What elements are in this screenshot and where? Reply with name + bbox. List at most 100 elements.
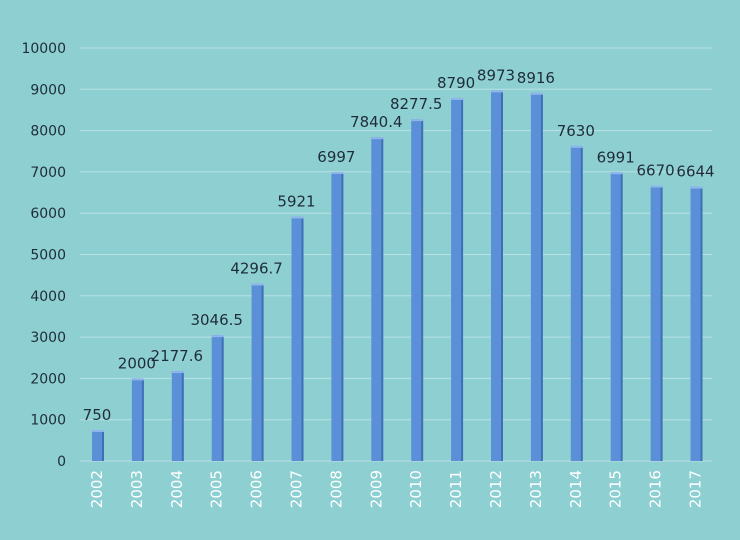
bar-side: [500, 91, 503, 461]
bar-face: [570, 145, 581, 462]
bar-top: [251, 283, 264, 286]
x-tick-label: 2004: [168, 470, 186, 508]
bar-top: [92, 430, 104, 433]
y-tick-label: 5000: [30, 248, 66, 264]
data-label: 7840.4: [350, 113, 403, 131]
bar-top: [491, 90, 503, 93]
bar-face: [211, 335, 222, 461]
y-tick-label: 6000: [30, 206, 66, 222]
data-label: 6997: [317, 148, 355, 166]
bar: [171, 371, 184, 461]
bar-top: [530, 92, 543, 95]
y-tick-label: 9000: [30, 82, 66, 98]
y-tick-label: 8000: [30, 124, 66, 140]
data-label: 6644: [676, 163, 714, 181]
bar: [530, 92, 543, 462]
bar-top: [610, 172, 623, 175]
bar-face: [92, 430, 102, 461]
bar-side: [340, 173, 344, 461]
bar: [331, 172, 344, 461]
bar-top: [331, 172, 344, 175]
x-tick-label: 2010: [407, 470, 425, 508]
x-tick-label: 2015: [607, 470, 625, 508]
x-tick-label: 2009: [367, 470, 385, 508]
y-tick-label: 7000: [30, 165, 66, 181]
bar: [131, 378, 144, 461]
bar: [690, 186, 703, 462]
bar-face: [251, 283, 262, 461]
bar: [411, 119, 424, 461]
data-label: 8973: [477, 66, 515, 84]
bar: [371, 137, 384, 462]
bar-top: [291, 216, 304, 219]
bar-side: [101, 431, 104, 461]
bar: [211, 335, 224, 461]
bar-top: [650, 185, 663, 188]
data-label: 6991: [597, 148, 635, 166]
bar-side: [619, 173, 623, 461]
bar-side: [220, 336, 224, 461]
y-axis-ticks: 0 1000 2000 3000 4000 5000 6000 7000 8000 9000 100…: [21, 41, 66, 470]
bar: [451, 97, 464, 462]
bar-top: [570, 145, 583, 148]
y-tick-label: 10000: [21, 41, 66, 57]
bar-face: [530, 92, 541, 462]
data-label: 6670: [637, 162, 675, 180]
data-label: 8277.5: [390, 95, 443, 113]
data-labels: 75020002177.63046.54296.7592169977840.48…: [83, 66, 715, 424]
x-tick-label: 2016: [647, 470, 665, 508]
data-label: 5921: [277, 192, 315, 210]
bar: [610, 172, 623, 461]
bar-side: [699, 187, 703, 462]
bar-face: [291, 216, 302, 461]
bar-top: [131, 378, 144, 381]
bar-face: [610, 172, 621, 461]
bar-face: [331, 172, 342, 461]
x-tick-label: 2017: [687, 470, 705, 508]
bar-top: [171, 371, 184, 374]
bar: [92, 430, 104, 461]
y-tick-label: 1000: [30, 413, 66, 429]
x-tick-label: 2006: [248, 470, 266, 508]
data-label: 2177.6: [151, 347, 204, 365]
data-label: 750: [83, 406, 112, 424]
x-tick-label: 2005: [208, 470, 226, 508]
bar-side: [460, 98, 464, 462]
bar-side: [539, 93, 543, 462]
data-label: 2000: [118, 354, 156, 372]
bar-face: [171, 371, 182, 461]
data-label: 4296.7: [230, 260, 283, 278]
x-tick-label: 2002: [88, 470, 106, 508]
bar-face: [411, 119, 422, 461]
bar-side: [659, 186, 663, 462]
x-tick-label: 2014: [567, 470, 585, 508]
x-tick-label: 2003: [128, 470, 146, 508]
bar: [491, 90, 503, 461]
bar-face: [650, 185, 661, 462]
bar-face: [371, 137, 382, 462]
y-tick-label: 3000: [30, 330, 66, 346]
bar-side: [260, 284, 264, 461]
y-tick-label: 2000: [30, 371, 66, 387]
bar-face: [690, 186, 701, 462]
bar: [650, 185, 663, 462]
bar-top: [411, 119, 424, 122]
bar-side: [140, 379, 144, 461]
data-label: 8916: [517, 69, 555, 87]
x-tick-label: 2011: [447, 470, 465, 508]
x-tick-label: 2013: [527, 470, 545, 508]
bar-top: [690, 186, 703, 189]
bar-face: [131, 378, 142, 461]
x-tick-label: 2008: [327, 470, 345, 508]
bar: [251, 283, 264, 461]
y-tick-label: 4000: [30, 289, 66, 305]
bar-side: [300, 217, 304, 461]
bar-side: [420, 120, 424, 461]
y-tick-label: 0: [57, 454, 66, 470]
bars: [92, 90, 703, 462]
x-tick-label: 2012: [487, 470, 505, 508]
bar-top: [211, 335, 224, 338]
data-label: 7630: [557, 122, 595, 140]
bar-face: [491, 90, 501, 461]
